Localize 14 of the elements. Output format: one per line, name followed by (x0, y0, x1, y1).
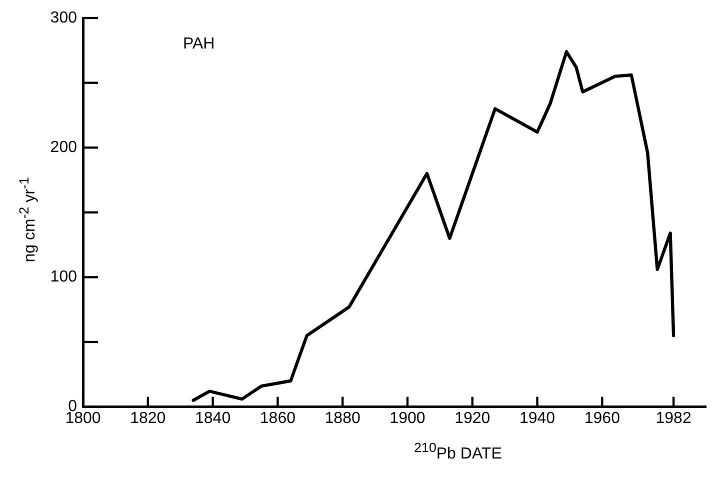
y-tick-label: 200 (50, 139, 78, 156)
x-tick-label: 1820 (130, 410, 166, 427)
y-tick-label: 300 (50, 9, 78, 26)
x-tick-label: 1900 (390, 410, 426, 427)
x-tick-label: 1840 (194, 410, 231, 427)
x-tick-label: 1940 (519, 410, 556, 427)
y-tick-label: 100 (50, 268, 78, 286)
x-tick-label: 1982 (656, 410, 692, 427)
x-axis-title: $^{210}$Pb DATE (413, 440, 503, 464)
x-tick-label: 1860 (260, 410, 296, 427)
annotation: PAH (183, 35, 215, 52)
x-tick-label: 1960 (584, 410, 620, 427)
x-tick-label: 1880 (324, 410, 360, 427)
x-tick-label: 1920 (454, 410, 490, 427)
